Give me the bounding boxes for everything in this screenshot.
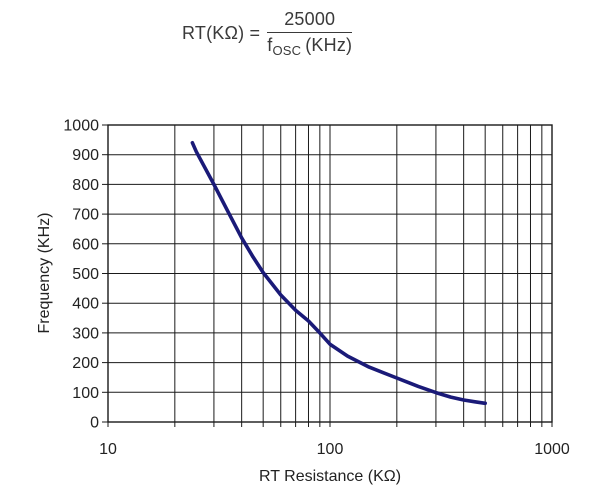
y-tick-label: 200 xyxy=(72,355,99,372)
y-tick-label: 900 xyxy=(72,147,99,164)
formula-den-unit: (KHz) xyxy=(305,35,353,55)
x-tick-label: 100 xyxy=(317,441,344,458)
formula-fraction: 25000 fOSC (KHz) xyxy=(267,9,353,57)
y-tick-label: 500 xyxy=(72,266,99,283)
y-axis-title: Frequency (KHz) xyxy=(36,212,53,334)
y-tick-label: 0 xyxy=(90,415,99,432)
y-tick-label: 700 xyxy=(72,207,99,224)
y-tick-label: 300 xyxy=(72,325,99,342)
formula-den-subscript: OSC xyxy=(272,43,302,58)
y-tick-label: 600 xyxy=(72,236,99,253)
formula-denominator: fOSC (KHz) xyxy=(267,33,352,57)
y-tick-label: 1000 xyxy=(63,118,99,135)
formula-lhs: RT(KΩ) = xyxy=(182,22,261,43)
y-tick-label: 100 xyxy=(72,385,99,402)
formula-den-base: f xyxy=(267,35,273,55)
frequency-curve xyxy=(190,141,487,406)
rt-formula: RT(KΩ) = 25000 fOSC (KHz) xyxy=(182,9,353,57)
y-tick-label: 400 xyxy=(72,296,99,313)
x-tick-label: 1000 xyxy=(534,441,570,458)
x-axis-title: RT Resistance (KΩ) xyxy=(258,468,402,485)
x-tick-label: 10 xyxy=(99,441,117,458)
formula-numerator: 25000 xyxy=(267,9,353,33)
y-tick-label: 800 xyxy=(72,177,99,194)
